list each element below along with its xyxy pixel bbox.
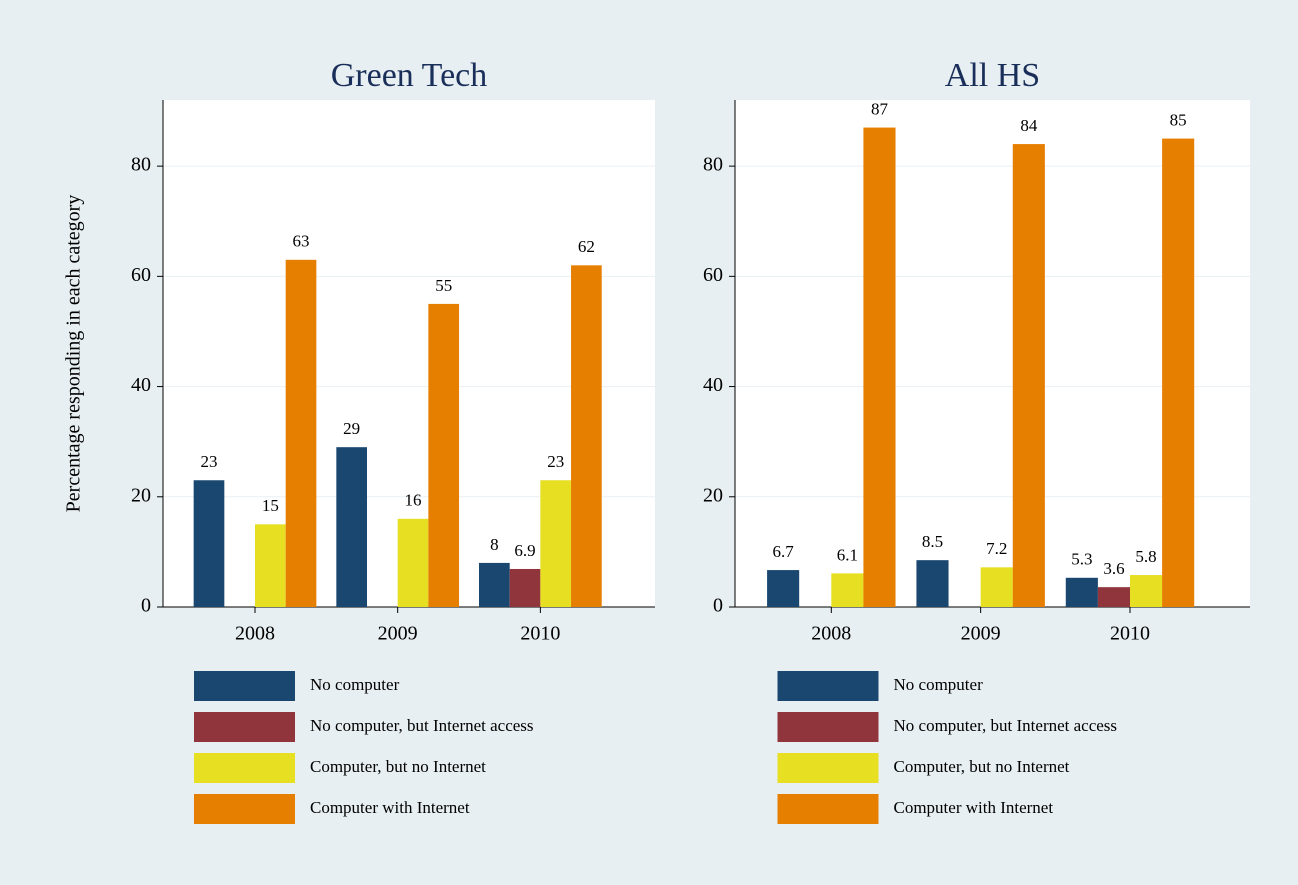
legend-label: No computer, but Internet access bbox=[894, 716, 1118, 735]
bar bbox=[980, 567, 1013, 607]
x-tick-label: 2009 bbox=[378, 623, 418, 645]
value-label: 8.5 bbox=[922, 532, 943, 551]
legend-swatch bbox=[777, 753, 879, 783]
bar bbox=[571, 265, 602, 607]
legend-swatch bbox=[194, 794, 295, 824]
y-tick-label: 40 bbox=[131, 374, 151, 396]
legend-label: Computer with Internet bbox=[894, 798, 1054, 817]
legend-swatch bbox=[194, 671, 295, 701]
legend-label: No computer, but Internet access bbox=[310, 716, 534, 735]
value-label: 5.3 bbox=[1071, 550, 1092, 569]
legend-label: No computer bbox=[310, 675, 400, 694]
legend-swatch bbox=[777, 794, 879, 824]
legend-swatch bbox=[777, 712, 879, 742]
bar bbox=[479, 562, 510, 607]
bar bbox=[255, 524, 286, 607]
bar bbox=[193, 480, 225, 607]
legend-label: Computer with Internet bbox=[310, 798, 470, 817]
x-tick-label: 2009 bbox=[961, 623, 1001, 645]
value-label: 6.1 bbox=[837, 545, 858, 564]
bar bbox=[509, 568, 541, 607]
legend-label: Computer, but no Internet bbox=[310, 757, 486, 776]
chart-title: Green Tech bbox=[331, 57, 488, 94]
y-tick-label: 40 bbox=[703, 374, 723, 396]
bar bbox=[1012, 144, 1045, 607]
bar bbox=[831, 573, 864, 607]
value-label: 6.7 bbox=[773, 542, 795, 561]
bar bbox=[1162, 138, 1195, 607]
value-label: 55 bbox=[435, 276, 452, 295]
bar bbox=[1097, 587, 1131, 607]
y-tick-label: 80 bbox=[131, 154, 151, 176]
value-label: 7.2 bbox=[986, 539, 1007, 558]
legend-label: No computer bbox=[894, 675, 984, 694]
value-label: 87 bbox=[871, 99, 889, 118]
x-tick-label: 2008 bbox=[235, 623, 275, 645]
y-tick-label: 0 bbox=[713, 595, 723, 617]
bar bbox=[285, 259, 317, 607]
legend-swatch bbox=[777, 671, 879, 701]
value-label: 23 bbox=[200, 452, 217, 471]
value-label: 3.6 bbox=[1103, 559, 1124, 578]
value-label: 62 bbox=[578, 237, 595, 256]
bar bbox=[767, 570, 800, 607]
value-label: 8 bbox=[490, 535, 499, 554]
value-label: 29 bbox=[343, 419, 360, 438]
bar bbox=[916, 560, 949, 607]
value-label: 5.8 bbox=[1135, 547, 1156, 566]
legend-swatch bbox=[194, 712, 295, 742]
value-label: 63 bbox=[293, 232, 310, 251]
value-label: 6.9 bbox=[514, 541, 535, 560]
x-tick-label: 2010 bbox=[1110, 623, 1150, 645]
chart-title: All HS bbox=[945, 57, 1040, 94]
legend-label: Computer, but no Internet bbox=[894, 757, 1070, 776]
bar bbox=[397, 518, 429, 607]
y-tick-label: 20 bbox=[703, 484, 723, 506]
bar bbox=[428, 303, 460, 607]
y-axis-label: Percentage responding in each category bbox=[63, 195, 85, 513]
bar bbox=[863, 127, 896, 607]
x-tick-label: 2008 bbox=[811, 623, 851, 645]
legend-swatch bbox=[194, 753, 295, 783]
y-tick-label: 0 bbox=[141, 595, 151, 617]
y-tick-label: 20 bbox=[131, 484, 151, 506]
value-label: 23 bbox=[547, 452, 564, 471]
bar bbox=[336, 447, 368, 607]
bar bbox=[1065, 577, 1098, 607]
y-tick-label: 80 bbox=[703, 154, 723, 176]
value-label: 85 bbox=[1170, 110, 1187, 129]
value-label: 15 bbox=[262, 496, 279, 515]
value-label: 84 bbox=[1020, 116, 1038, 135]
x-tick-label: 2010 bbox=[520, 623, 560, 645]
y-tick-label: 60 bbox=[703, 264, 723, 286]
bar bbox=[540, 480, 572, 607]
y-tick-label: 60 bbox=[131, 264, 151, 286]
value-label: 16 bbox=[405, 491, 422, 510]
bar bbox=[1130, 575, 1163, 607]
